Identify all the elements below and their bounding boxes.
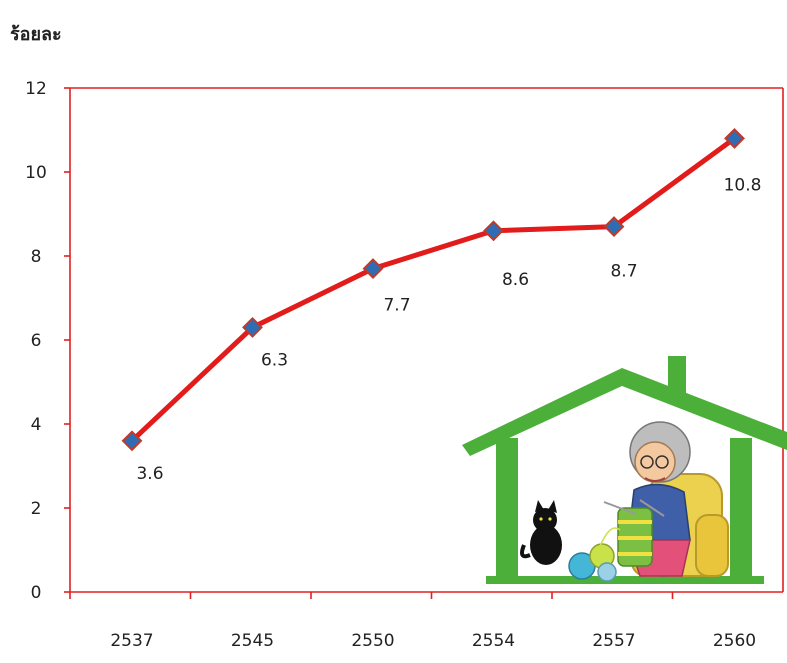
data-point-marker [483, 220, 504, 242]
y-tick-label: 8 [31, 247, 42, 267]
x-tick-label: 2537 [110, 631, 153, 651]
data-point-marker [362, 258, 384, 280]
y-axis-ticks: 0 2 4 6 8 10 12 [25, 79, 70, 603]
house-icon [462, 356, 787, 584]
data-label: 3.6 [136, 464, 163, 484]
series-polyline [130, 136, 736, 443]
y-tick-label: 6 [31, 331, 42, 351]
data-label: 8.7 [610, 262, 637, 282]
x-tick-label: 2557 [592, 631, 635, 651]
y-axis-label: ร้อยละ [10, 24, 62, 45]
data-point-marker [121, 430, 143, 452]
data-point-marker [603, 216, 625, 238]
data-label: 8.6 [502, 270, 529, 290]
cat-icon [520, 500, 562, 565]
y-tick-label: 12 [25, 79, 47, 99]
data-label: 6.3 [261, 350, 288, 370]
x-tick-label: 2554 [472, 631, 515, 651]
x-tick-label: 2550 [351, 631, 394, 651]
y-tick-label: 10 [25, 163, 47, 183]
series-line: 3.6 6.3 7.7 8.6 8.7 10.8 [121, 127, 762, 484]
grandmother-house-illustration [462, 356, 787, 584]
data-label: 7.7 [383, 296, 410, 316]
y-tick-label: 4 [31, 415, 42, 435]
data-point-marker [724, 127, 745, 149]
y-tick-label: 2 [31, 499, 42, 519]
data-point-marker [242, 316, 263, 338]
data-label: 10.8 [724, 175, 762, 195]
y-tick-label: 0 [31, 583, 42, 603]
x-axis-ticks: 2537 2545 2550 2554 2557 2560 [69, 592, 756, 651]
x-tick-label: 2560 [713, 631, 756, 651]
grandmother-knitting-icon [603, 421, 691, 577]
yarn-ball-icon [568, 527, 621, 582]
x-tick-label: 2545 [231, 631, 274, 651]
